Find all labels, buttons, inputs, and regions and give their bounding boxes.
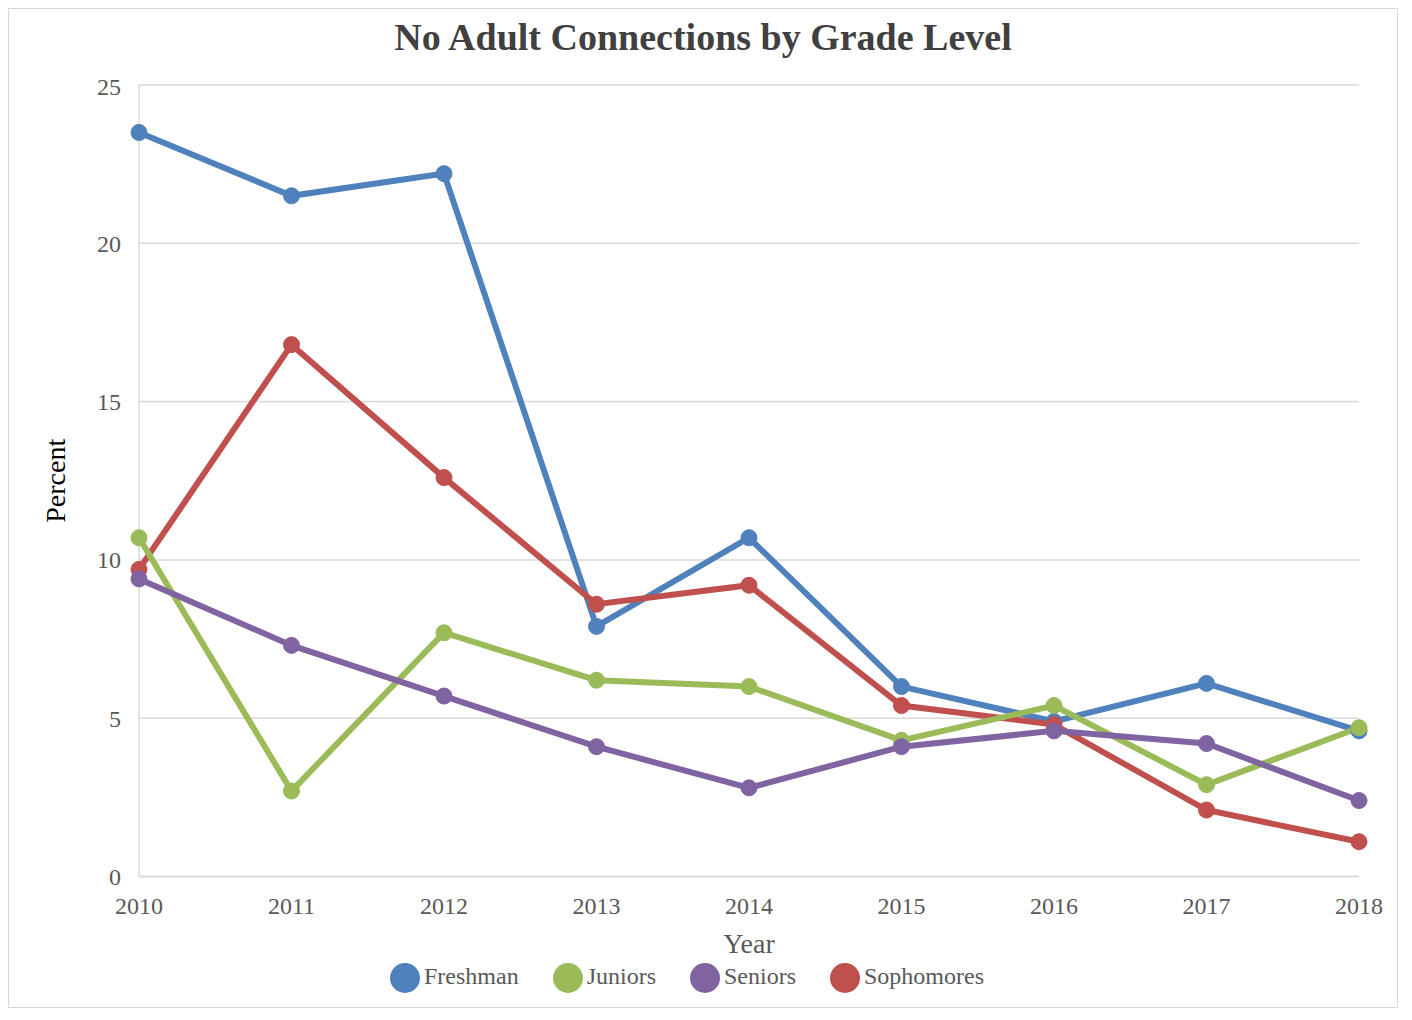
svg-text:2011: 2011 — [268, 893, 315, 919]
svg-text:2013: 2013 — [573, 893, 621, 919]
svg-text:15: 15 — [97, 389, 121, 415]
svg-text:20: 20 — [97, 231, 121, 257]
svg-text:25: 25 — [97, 74, 121, 100]
svg-text:5: 5 — [109, 706, 121, 732]
svg-text:2018: 2018 — [1335, 893, 1383, 919]
html-text:Seniors: Seniors — [724, 962, 796, 989]
html-text:No Adult Connections by Grade: No Adult Connections by Grade Level — [394, 16, 1012, 58]
html-text:Juniors: Juniors — [586, 962, 656, 989]
svg-text:2017: 2017 — [1183, 893, 1231, 919]
svg-text:2010: 2010 — [115, 893, 163, 919]
svg-text:Percent: Percent — [40, 439, 71, 523]
svg-text:0: 0 — [109, 864, 121, 890]
svg-text:2012: 2012 — [420, 893, 468, 919]
html-text:Freshman: Freshman — [424, 962, 519, 989]
svg-text:2015: 2015 — [878, 893, 926, 919]
svg-text:2014: 2014 — [725, 893, 773, 919]
svg-text:Year: Year — [723, 928, 775, 959]
svg-text:10: 10 — [97, 547, 121, 573]
svg-text:2016: 2016 — [1030, 893, 1078, 919]
html-text:Sophomores: Sophomores — [864, 962, 984, 989]
